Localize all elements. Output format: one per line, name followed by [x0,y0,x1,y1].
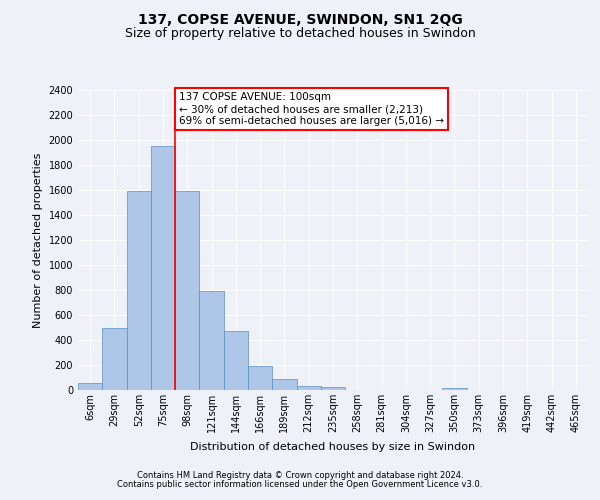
Bar [175,191,199,390]
Y-axis label: Number of detached properties: Number of detached properties [33,152,43,328]
Text: Contains HM Land Registry data © Crown copyright and database right 2024.: Contains HM Land Registry data © Crown c… [137,471,463,480]
Text: 137, COPSE AVENUE, SWINDON, SN1 2QG: 137, COPSE AVENUE, SWINDON, SN1 2QG [137,12,463,26]
Text: Size of property relative to detached houses in Swindon: Size of property relative to detached ho… [125,28,475,40]
Text: Contains public sector information licensed under the Open Government Licence v3: Contains public sector information licen… [118,480,482,489]
Bar [78,383,102,390]
Bar [248,366,272,390]
Bar [224,331,248,390]
Bar [272,379,296,390]
Bar [199,291,224,390]
Bar [442,388,467,390]
Bar [102,328,127,390]
Bar [296,386,321,390]
Text: 137 COPSE AVENUE: 100sqm
← 30% of detached houses are smaller (2,213)
69% of sem: 137 COPSE AVENUE: 100sqm ← 30% of detach… [179,92,444,126]
Bar [127,191,151,390]
Bar [151,146,175,390]
Text: Distribution of detached houses by size in Swindon: Distribution of detached houses by size … [190,442,476,452]
Bar [321,387,345,390]
